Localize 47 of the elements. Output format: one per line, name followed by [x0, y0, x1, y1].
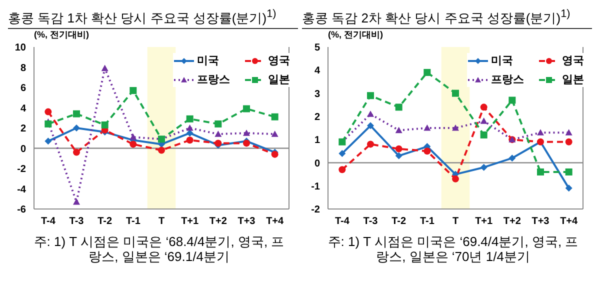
- x-tick-label: T-4: [334, 216, 350, 228]
- y-tick-label: 4: [20, 104, 26, 115]
- x-tick-label: T+4: [560, 216, 578, 228]
- x-tick-label: T: [158, 216, 165, 228]
- legend-label: 일본: [562, 73, 584, 88]
- chart-title: 홍콩 독감 2차 확산 당시 주요국 성장률(분기)$^{1)}$: [302, 8, 592, 30]
- x-tick-label: T+4: [266, 216, 284, 228]
- x-tick-label: T-4: [40, 216, 56, 228]
- x-tick-label: T-1: [126, 216, 141, 228]
- legend-label: 일본: [268, 73, 290, 88]
- x-tick-label: T-3: [363, 216, 378, 228]
- y-tick-label: -6: [17, 204, 26, 216]
- y-tick-label: 5: [314, 42, 320, 54]
- y-tick-label: 10: [14, 42, 26, 54]
- x-tick-label: T-2: [98, 216, 112, 228]
- y-tick-label: 3: [314, 89, 320, 100]
- legend-label: 미국: [491, 54, 513, 68]
- x-tick-label: T-2: [392, 216, 406, 228]
- x-tick-label: T+3: [532, 216, 550, 228]
- y-tick-label: 6: [20, 83, 26, 94]
- x-tick-label: T+2: [503, 216, 522, 228]
- y-tick-label: 1: [314, 135, 320, 146]
- x-tick-label: T-3: [69, 216, 84, 228]
- legend-label: 프랑스: [197, 73, 230, 88]
- text: 주: 1) T 시점은 미국은 ‘68.4/4분기, 영국, 프랑스, 일본은 ‘69.1/4분기: [32, 234, 286, 264]
- x-tick-label: T+3: [238, 216, 256, 228]
- legend-label: 미국: [197, 54, 219, 68]
- y-tick-label: 4: [314, 66, 320, 78]
- y-tick-label: -2: [311, 204, 320, 216]
- y-tick-label: 0: [20, 144, 26, 156]
- x-tick-label: T+1: [475, 216, 494, 228]
- x-tick-label: T-1: [420, 216, 435, 228]
- legend-label: 영국: [268, 54, 290, 68]
- y-tick-label: -2: [17, 164, 26, 176]
- y-tick-label: -4: [17, 184, 26, 196]
- y-tick-label: -1: [311, 182, 320, 193]
- legend-label: 영국: [562, 54, 584, 68]
- x-tick-label: T+2: [209, 216, 228, 228]
- y-tick-label: 2: [314, 112, 320, 124]
- x-tick-label: T: [452, 216, 459, 228]
- x-tick-label: T+1: [181, 216, 200, 228]
- y-tick-label: 8: [20, 63, 26, 74]
- y-tick-label: 2: [20, 124, 26, 135]
- chart-title: 홍콩 독감 1차 확산 당시 주요국 성장률(분기)$^{1)}$: [8, 8, 298, 30]
- y-tick-label: 0: [314, 158, 320, 170]
- text: 주: 1) T 시점은 미국은 ‘69.4/4분기, 영국, 프랑스, 일본은 ‘70년 1/4분기: [326, 234, 580, 264]
- legend-label: 프랑스: [491, 73, 524, 88]
